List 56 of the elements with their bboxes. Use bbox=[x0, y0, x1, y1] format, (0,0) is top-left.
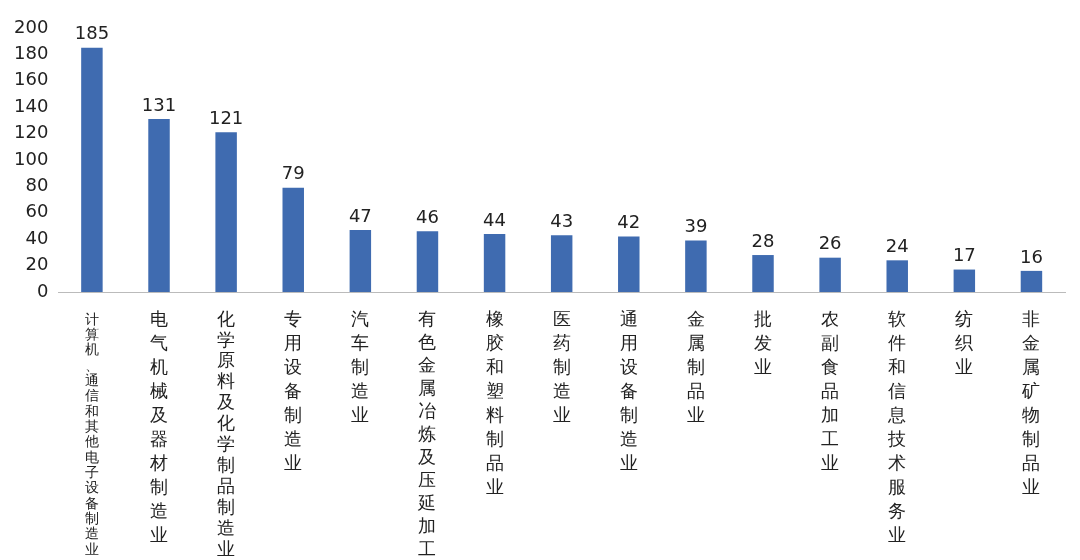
bar bbox=[752, 255, 774, 292]
data-label: 121 bbox=[208, 106, 244, 128]
y-tick-label: 20 bbox=[25, 253, 49, 275]
y-tick-label: 100 bbox=[14, 147, 49, 169]
bar bbox=[215, 132, 237, 292]
x-tick-label: 批发业 bbox=[754, 307, 773, 377]
data-label: 79 bbox=[281, 162, 305, 184]
x-tick-label: 农副食品加工业 bbox=[821, 307, 840, 473]
x-tick-label: 专用设备制造业 bbox=[284, 307, 303, 473]
data-label: 46 bbox=[416, 205, 439, 227]
category-label: 化学原料及化学制品制造业 bbox=[217, 307, 236, 559]
bar bbox=[685, 240, 707, 292]
data-label: 47 bbox=[348, 204, 372, 226]
bar bbox=[282, 187, 304, 292]
y-tick-label: 120 bbox=[14, 121, 49, 143]
category-label: 电气机械及器材制造业 bbox=[150, 307, 169, 545]
data-label: 28 bbox=[751, 229, 775, 251]
data-label: 44 bbox=[483, 208, 507, 230]
x-tick-label: 汽车制造业 bbox=[351, 307, 370, 425]
data-label: 17 bbox=[952, 244, 976, 266]
y-tick-label: 0 bbox=[36, 279, 49, 301]
bar bbox=[1020, 270, 1043, 292]
category-label: 软件和信息技术服务业 bbox=[888, 307, 907, 545]
x-tick-label: 通用设备制造业 bbox=[619, 307, 638, 473]
data-label: 39 bbox=[684, 215, 708, 237]
bar bbox=[416, 231, 439, 292]
data-label: 131 bbox=[141, 93, 177, 115]
data-label: 24 bbox=[885, 234, 909, 256]
bar bbox=[550, 235, 573, 292]
y-tick-label: 160 bbox=[14, 68, 49, 90]
y-tick-label: 60 bbox=[25, 200, 49, 222]
x-tick-label: 医药制造业 bbox=[552, 307, 571, 425]
data-label: 26 bbox=[818, 232, 842, 254]
y-tick-label: 200 bbox=[14, 15, 49, 37]
x-tick-label: 非金属矿物制品业 bbox=[1021, 307, 1041, 497]
y-tick-label: 40 bbox=[25, 226, 49, 248]
y-tick-label: 180 bbox=[14, 42, 49, 64]
data-label: 16 bbox=[1019, 245, 1043, 267]
bar bbox=[953, 269, 976, 292]
bar bbox=[483, 233, 506, 292]
bar bbox=[81, 47, 103, 292]
bar bbox=[886, 260, 908, 292]
y-tick-label: 140 bbox=[14, 94, 49, 116]
bar bbox=[349, 229, 372, 292]
bar bbox=[618, 236, 640, 292]
category-label: 有色金属冶炼及压延加工 bbox=[418, 307, 437, 559]
x-tick-label: 金属制品业 bbox=[686, 307, 705, 425]
bar bbox=[148, 119, 170, 292]
y-tick-label: 80 bbox=[25, 174, 49, 196]
x-tick-label: 橡胶和塑料制品业 bbox=[485, 307, 504, 497]
x-tick-label: 纺织业 bbox=[955, 307, 974, 377]
data-label: 43 bbox=[550, 209, 574, 231]
bar bbox=[819, 257, 841, 292]
data-label: 42 bbox=[617, 211, 641, 233]
data-label: 185 bbox=[74, 22, 110, 44]
category-label: 计算机、通信和其他电子设备制造业 bbox=[84, 310, 99, 557]
